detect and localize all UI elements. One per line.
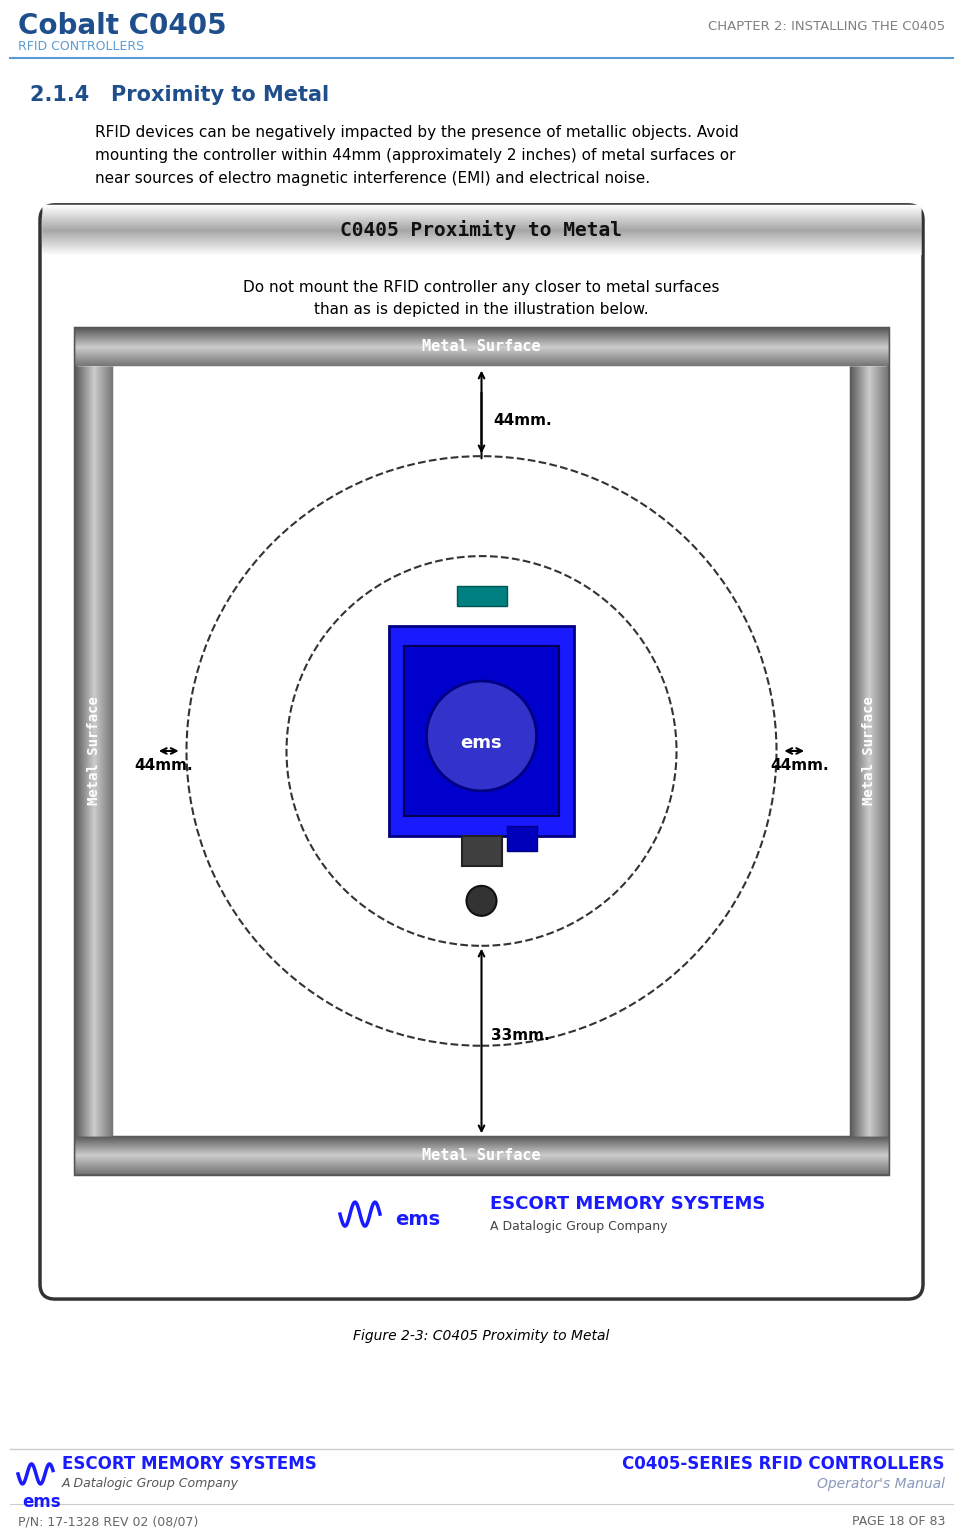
Text: ems: ems xyxy=(460,734,503,751)
FancyBboxPatch shape xyxy=(42,207,921,256)
Text: 2.1.4   Proximity to Metal: 2.1.4 Proximity to Metal xyxy=(30,86,329,106)
Text: ESCORT MEMORY SYSTEMS: ESCORT MEMORY SYSTEMS xyxy=(62,1455,317,1473)
Text: than as is depicted in the illustration below.: than as is depicted in the illustration … xyxy=(314,301,649,317)
Bar xyxy=(389,626,574,835)
Text: ems: ems xyxy=(395,1210,440,1229)
Circle shape xyxy=(427,681,536,791)
FancyBboxPatch shape xyxy=(40,205,923,1299)
Text: A Datalogic Group Company: A Datalogic Group Company xyxy=(62,1478,239,1490)
Bar xyxy=(507,826,536,851)
Text: RFID CONTROLLERS: RFID CONTROLLERS xyxy=(18,40,144,54)
Text: Do not mount the RFID controller any closer to metal surfaces: Do not mount the RFID controller any clo… xyxy=(244,280,719,295)
Bar xyxy=(75,327,888,1174)
Text: C0405-SERIES RFID CONTROLLERS: C0405-SERIES RFID CONTROLLERS xyxy=(622,1455,945,1473)
Text: near sources of electro magnetic interference (EMI) and electrical noise.: near sources of electro magnetic interfe… xyxy=(95,171,650,185)
Text: ems: ems xyxy=(22,1493,61,1512)
Bar xyxy=(404,646,559,815)
Bar xyxy=(456,586,507,606)
Text: Metal Surface: Metal Surface xyxy=(422,1148,541,1163)
Text: 44mm.: 44mm. xyxy=(493,413,552,428)
Text: 33mm.: 33mm. xyxy=(491,1028,550,1043)
Text: CHAPTER 2: INSTALLING THE C0405: CHAPTER 2: INSTALLING THE C0405 xyxy=(708,20,945,34)
Text: Cobalt C0405: Cobalt C0405 xyxy=(18,12,226,40)
Bar xyxy=(461,835,502,866)
Text: PAGE 18 OF 83: PAGE 18 OF 83 xyxy=(851,1515,945,1528)
Text: Metal Surface: Metal Surface xyxy=(422,340,541,355)
Text: ESCORT MEMORY SYSTEMS: ESCORT MEMORY SYSTEMS xyxy=(490,1195,766,1213)
Text: A Datalogic Group Company: A Datalogic Group Company xyxy=(490,1219,667,1233)
Text: 44mm.: 44mm. xyxy=(770,759,828,774)
Circle shape xyxy=(466,886,497,916)
Text: RFID devices can be negatively impacted by the presence of metallic objects. Avo: RFID devices can be negatively impacted … xyxy=(95,125,739,139)
Text: 44mm.: 44mm. xyxy=(135,759,193,774)
Text: Operator's Manual: Operator's Manual xyxy=(817,1476,945,1490)
Text: mounting the controller within 44mm (approximately 2 inches) of metal surfaces o: mounting the controller within 44mm (app… xyxy=(95,148,736,162)
Text: Figure 2-3: C0405 Proximity to Metal: Figure 2-3: C0405 Proximity to Metal xyxy=(353,1330,610,1343)
Text: Metal Surface: Metal Surface xyxy=(87,696,101,805)
Bar xyxy=(113,366,850,1137)
Text: Metal Surface: Metal Surface xyxy=(862,696,876,805)
Text: P/N: 17-1328 REV 02 (08/07): P/N: 17-1328 REV 02 (08/07) xyxy=(18,1515,198,1528)
Text: C0405 Proximity to Metal: C0405 Proximity to Metal xyxy=(341,220,622,240)
